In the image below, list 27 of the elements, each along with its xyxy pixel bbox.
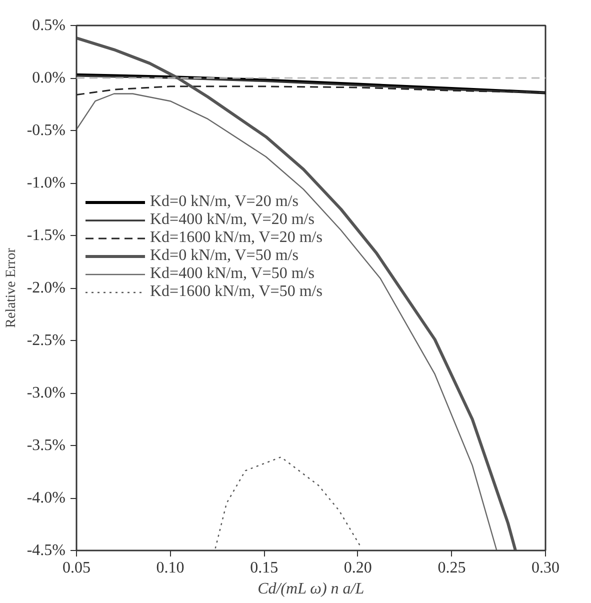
legend-label: Kd=0 kN/m, V=20 m/s	[150, 193, 298, 211]
x-axis-title: Cd/(mL ω) n a/L	[258, 580, 364, 598]
legend-label: Kd=1600 kN/m, V=50 m/s	[150, 283, 322, 301]
y-tick-label: 0.5%	[32, 17, 66, 34]
y-axis-title: Relative Error	[4, 248, 19, 328]
x-tick-label: 0.10	[156, 560, 184, 576]
x-tick-label: 0.05	[62, 560, 90, 576]
line-series	[76, 86, 546, 96]
legend-label: Kd=400 kN/m, V=20 m/s	[150, 211, 314, 229]
x-tick-label: 0.30	[532, 560, 560, 576]
x-tick-label: 0.15	[250, 560, 278, 576]
y-tick-label: -3.0%	[26, 384, 66, 402]
legend-label: Kd=0 kN/m, V=50 m/s	[150, 247, 298, 265]
y-tick-label: 0.0%	[32, 70, 66, 86]
y-tick-label: -1.0%	[26, 174, 66, 192]
y-tick-label: -2.0%	[26, 280, 66, 296]
y-tick-label: -3.5%	[26, 437, 66, 454]
y-tick-label: -4.0%	[26, 490, 66, 506]
y-tick-label: -1.5%	[26, 227, 66, 244]
y-tick-label: -2.5%	[26, 332, 66, 349]
legend-label: Kd=1600 kN/m, V=20 m/s	[150, 229, 322, 247]
x-tick-label: 0.25	[438, 560, 466, 576]
y-tick-label: -4.5%	[26, 542, 66, 559]
x-tick-label: 0.20	[344, 560, 372, 576]
line-series	[214, 456, 360, 549]
legend-label: Kd=400 kN/m, V=50 m/s	[150, 265, 314, 283]
y-tick-label: -0.5%	[26, 122, 66, 139]
